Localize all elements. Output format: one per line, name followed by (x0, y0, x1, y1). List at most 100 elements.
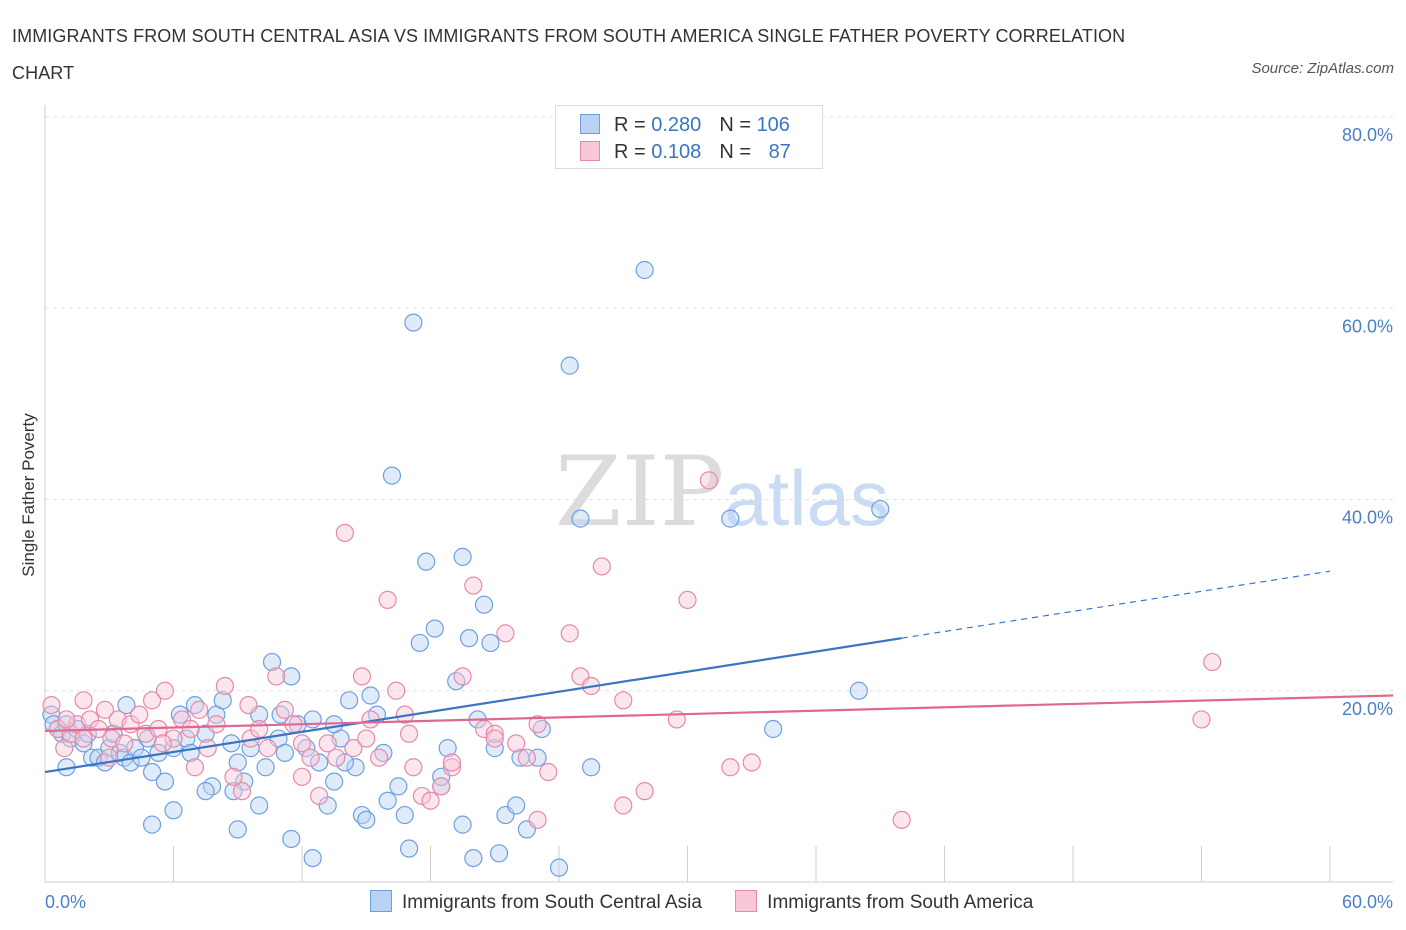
point-south-central-asia (389, 777, 408, 796)
point-south-america (560, 624, 579, 643)
point-south-central-asia (142, 762, 162, 782)
point-south-america (387, 681, 406, 700)
point-south-america (142, 691, 162, 710)
point-south-america (496, 624, 515, 643)
y-axis-ticks: 80.0% 60.0% 40.0% 20.0% (1342, 125, 1393, 719)
point-south-america (421, 791, 440, 810)
point-south-america (539, 762, 558, 782)
trend-line-south-america (44, 694, 1394, 733)
point-south-america (250, 719, 269, 739)
point-south-central-asia (378, 791, 397, 810)
point-south-america (370, 748, 389, 767)
point-south-america (115, 734, 134, 753)
point-south-america (292, 734, 312, 753)
point-south-america (464, 576, 483, 595)
point-south-central-asia (117, 695, 136, 715)
correlation-legend: R = 0.280 N = 106 R = 0.108 N = 87 (555, 105, 823, 169)
point-south-central-asia (125, 739, 145, 758)
point-south-central-asia (335, 753, 354, 772)
point-south-central-asia (262, 652, 282, 672)
point-south-central-asia (155, 772, 175, 791)
point-south-central-asia (849, 681, 868, 700)
point-south-america (344, 739, 363, 758)
y-axis-label: Single Father Poverty (19, 413, 38, 577)
point-south-central-asia (382, 466, 402, 485)
point-south-central-asia (303, 848, 322, 868)
point-south-america (517, 748, 536, 767)
point-south-america (57, 710, 76, 729)
point-south-america (335, 523, 354, 543)
point-south-central-asia (310, 753, 329, 772)
point-south-central-asia (464, 848, 483, 868)
point-south-central-asia (481, 633, 500, 653)
point-south-america (232, 782, 252, 801)
point-south-america (432, 777, 451, 796)
trend-line-south-central-asia (44, 637, 902, 774)
point-south-central-asia (395, 805, 414, 825)
point-south-america (507, 734, 526, 753)
point-south-america (292, 767, 312, 786)
point-south-america (378, 590, 397, 610)
n-label: N = (719, 114, 757, 136)
point-south-america (207, 715, 226, 734)
point-south-america (485, 724, 504, 743)
point-south-central-asia (764, 719, 783, 739)
point-south-america (592, 557, 611, 576)
point-south-america (164, 729, 183, 748)
point-south-central-asia (346, 758, 365, 777)
point-south-central-asia (74, 734, 93, 753)
r-value: 0.280 (651, 114, 702, 136)
point-south-america (442, 758, 462, 777)
point-south-america (635, 782, 654, 801)
point-south-central-asia (438, 739, 457, 758)
trend-line-extension (901, 570, 1331, 639)
point-south-central-asia (528, 748, 547, 767)
point-south-central-asia (425, 619, 444, 638)
point-south-central-asia (549, 858, 569, 877)
point-south-america (153, 734, 172, 753)
point-south-america (224, 767, 243, 786)
point-south-central-asia (399, 839, 419, 858)
legend-label: Immigrants from South Central Asia (402, 892, 702, 913)
legend-row-south-central-asia: R = 0.280 N = 106 (580, 112, 790, 138)
point-south-america (74, 691, 93, 710)
point-south-central-asia (507, 796, 526, 815)
point-south-america (74, 729, 93, 748)
point-south-america (1192, 710, 1211, 729)
point-south-central-asia (275, 743, 294, 763)
legend-label: Immigrants from South America (767, 892, 1034, 913)
trend-lines (44, 570, 1394, 774)
legend-swatch-blue (370, 890, 392, 912)
point-south-central-asia (57, 715, 76, 734)
point-south-central-asia (485, 739, 504, 758)
r-value: 0.108 (651, 141, 702, 163)
series-south-central-asia-points (42, 260, 890, 877)
point-south-central-asia (489, 844, 509, 863)
point-south-central-asia (635, 260, 654, 280)
point-south-central-asia (721, 509, 740, 528)
point-south-america (699, 471, 719, 490)
point-south-central-asia (361, 686, 380, 705)
point-south-america (404, 758, 423, 777)
point-south-america (258, 739, 277, 758)
point-south-america (267, 667, 286, 686)
point-south-central-asia (228, 820, 247, 839)
point-south-america (678, 590, 697, 610)
point-south-america (485, 729, 504, 748)
point-south-central-asia (256, 758, 275, 777)
point-south-central-asia (303, 710, 322, 729)
point-south-america (190, 700, 209, 719)
point-south-america (412, 786, 432, 806)
legend-swatch-pink (735, 890, 758, 912)
point-south-america (352, 667, 372, 686)
point-south-america (721, 758, 740, 777)
point-south-central-asia (250, 796, 269, 815)
point-south-central-asia (325, 772, 344, 791)
point-south-central-asia (410, 633, 429, 653)
point-south-central-asia (196, 782, 215, 801)
point-south-central-asia (213, 691, 232, 710)
n-label: N = (719, 141, 757, 163)
x-tick-max: 60.0% (1342, 892, 1393, 912)
point-south-america (42, 695, 61, 715)
